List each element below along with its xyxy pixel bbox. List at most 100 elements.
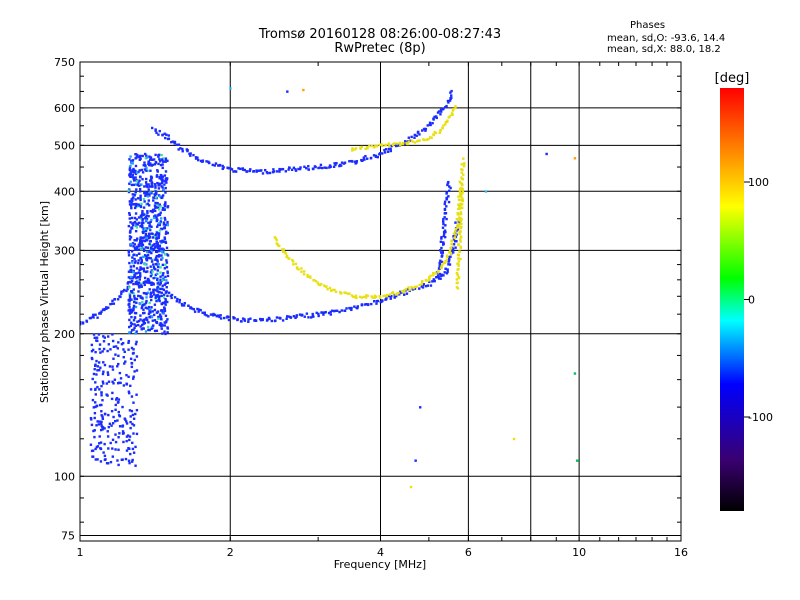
x-mode-point [462,165,466,168]
o-mode-point [101,428,104,431]
o-mode-point [101,350,104,353]
o-mode-point [288,166,291,170]
o-mode-point [243,318,246,321]
o-mode-point [97,333,101,336]
o-mode-point [159,163,163,167]
o-mode-point [166,331,169,334]
o-mode-point [166,294,169,298]
x-mode-point [459,245,462,248]
o-mode-point [455,240,458,243]
o-mode-point [299,166,302,169]
y-tick-label: 300 [54,244,75,257]
o-mode-point [135,246,138,249]
o-mode-point [159,205,162,208]
o-mode-point [135,188,138,191]
o-mode-point [96,316,99,319]
o-mode-point [127,375,130,379]
colorbar-tick-label: -100 [748,411,773,424]
x-mode-point [380,143,383,146]
o-mode-point [145,299,148,303]
o-mode-point [128,213,132,217]
o-mode-point [428,123,432,127]
o-mode-point [143,152,147,156]
o-mode-point [443,229,447,232]
x-tick-label: 16 [674,546,688,559]
o-mode-point [163,330,166,333]
o-mode-point [437,110,441,113]
o-mode-point [407,136,411,139]
o-mode-point [107,380,111,383]
o-mode-point [81,322,85,325]
o-mode-point [143,321,147,325]
o-mode-point [243,319,247,322]
o-mode-point [127,270,131,273]
o-mode-point [154,245,158,248]
o-mode-point [137,261,140,265]
o-mode-point [129,265,133,268]
o-mode-point [129,172,133,176]
o-mode-point [139,296,143,299]
o-mode-point [128,200,132,203]
o-mode-point [450,89,453,93]
o-mode-point [364,154,367,158]
o-mode-point [307,316,310,319]
o-mode-point [311,312,314,316]
o-mode-point [233,317,236,320]
o-mode-point [161,166,164,170]
x-mode-point [452,107,455,111]
x-mode-point [445,258,449,262]
o-mode-point [133,246,137,249]
o-mode-point [138,302,142,306]
o-mode-point [149,169,152,172]
o-mode-point [338,164,341,168]
o-mode-point [159,220,162,223]
o-mode-point [178,298,182,302]
x-mode-point [312,279,315,282]
o-mode-point [259,317,262,321]
o-mode-point [131,260,134,263]
o-mode-point [105,306,108,309]
o-mode-point [355,306,358,310]
o-mode-point [156,272,159,276]
o-mode-point [91,455,95,458]
o-mode-point [131,224,135,227]
o-mode-point [132,417,136,420]
o-mode-point [350,306,353,310]
o-mode-point [245,170,249,173]
o-mode-point [137,203,140,206]
o-mode-point [158,229,162,232]
o-mode-point [164,303,167,306]
o-mode-point [219,314,222,317]
o-mode-point [149,271,153,274]
o-mode-point [127,339,131,343]
o-mode-point [145,183,148,186]
scattered-point [545,152,548,156]
x-mode-point [457,216,461,219]
o-mode-point [201,311,204,314]
o-mode-point [129,277,132,280]
x-mode-point [309,276,312,279]
o-mode-point [127,251,131,254]
o-mode-point [139,318,142,321]
o-mode-point [254,319,258,322]
o-mode-point [154,262,158,266]
o-mode-point [158,129,161,133]
x-mode-point [434,131,438,135]
o-mode-point [94,401,97,404]
x-mode-point [449,246,453,250]
o-mode-point [156,218,159,221]
scattered-point [286,90,289,93]
x-mode-point [440,266,443,270]
x-mode-point [297,268,300,271]
o-mode-point [91,398,95,402]
o-mode-point [94,364,97,368]
o-mode-point [307,165,310,168]
o-mode-point [139,204,142,207]
o-mode-point [139,205,143,209]
o-mode-point [298,167,302,171]
o-mode-point [163,307,166,310]
o-mode-point [295,315,298,318]
x-mode-point [439,128,442,132]
x-mode-point [457,276,461,279]
o-mode-point [167,291,171,294]
